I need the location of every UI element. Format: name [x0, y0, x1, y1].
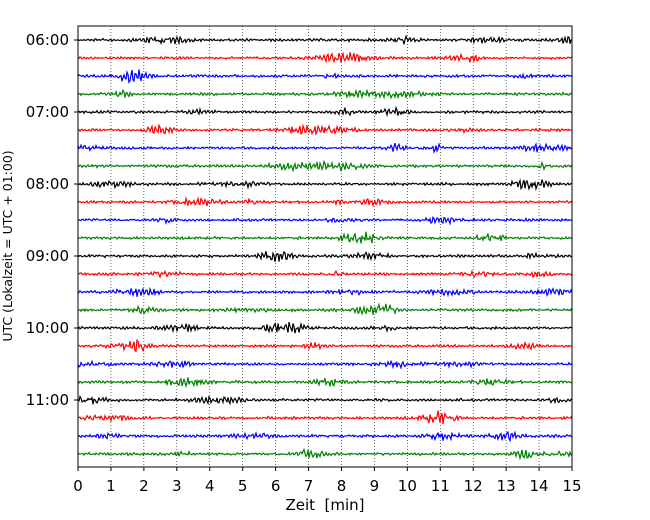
trace-line [77, 321, 573, 334]
trace-line [77, 447, 573, 461]
x-axis-ticks: 0 1 2 3 4 5 6 7 8 9 10 11 12 13 14 15 [73, 467, 582, 495]
y-tick-label: 10:00 [26, 319, 69, 337]
trace-line [77, 302, 573, 316]
trace-line [77, 123, 573, 136]
y-axis-ticks: 06:00 07:00 08:00 09:00 10:00 11:00 [26, 31, 78, 409]
trace-line [77, 178, 573, 192]
trace-line [77, 269, 573, 279]
trace-line [77, 105, 573, 118]
trace-line [77, 159, 573, 173]
x-tick-label: 7 [304, 477, 314, 495]
x-tick-label: 5 [238, 477, 248, 495]
trace-line [77, 338, 573, 353]
trace-line [77, 196, 573, 208]
x-tick-label: 11 [431, 477, 450, 495]
x-tick-label: 8 [337, 477, 347, 495]
x-tick-label: 0 [73, 477, 83, 495]
x-tick-label: 12 [464, 477, 483, 495]
x-tick-label: 6 [271, 477, 281, 495]
traces [77, 34, 573, 461]
y-tick-label: 06:00 [26, 31, 69, 49]
trace-line [77, 215, 573, 226]
x-tick-label: 15 [562, 477, 581, 495]
x-tick-label: 1 [106, 477, 116, 495]
x-tick-label: 10 [398, 477, 417, 495]
trace-line [77, 430, 573, 443]
plot-frame [77, 25, 573, 468]
trace-line [77, 250, 573, 262]
trace-line [77, 88, 573, 100]
y-tick-label: 07:00 [26, 103, 69, 121]
trace-line [77, 142, 573, 154]
trace-line [77, 69, 573, 84]
trace-line [77, 286, 573, 298]
trace-line [77, 51, 573, 64]
trace-line [77, 377, 573, 389]
x-tick-label: 9 [370, 477, 380, 495]
trace-line [77, 231, 573, 244]
trace-line [77, 359, 573, 370]
x-tick-label: 3 [172, 477, 182, 495]
y-tick-label: 08:00 [26, 175, 69, 193]
x-axis-label: Zeit [min] [285, 496, 364, 514]
x-tick-label: 14 [530, 477, 549, 495]
x-tick-label: 13 [497, 477, 516, 495]
y-axis-label: UTC (Lokalzeit = UTC + 01:00) [0, 150, 15, 341]
x-tick-label: 2 [139, 477, 149, 495]
trace-line [77, 410, 573, 424]
y-tick-label: 11:00 [26, 391, 69, 409]
x-tick-label: 4 [205, 477, 215, 495]
y-tick-label: 09:00 [26, 247, 69, 265]
trace-line [77, 394, 573, 406]
trace-line [77, 34, 573, 46]
